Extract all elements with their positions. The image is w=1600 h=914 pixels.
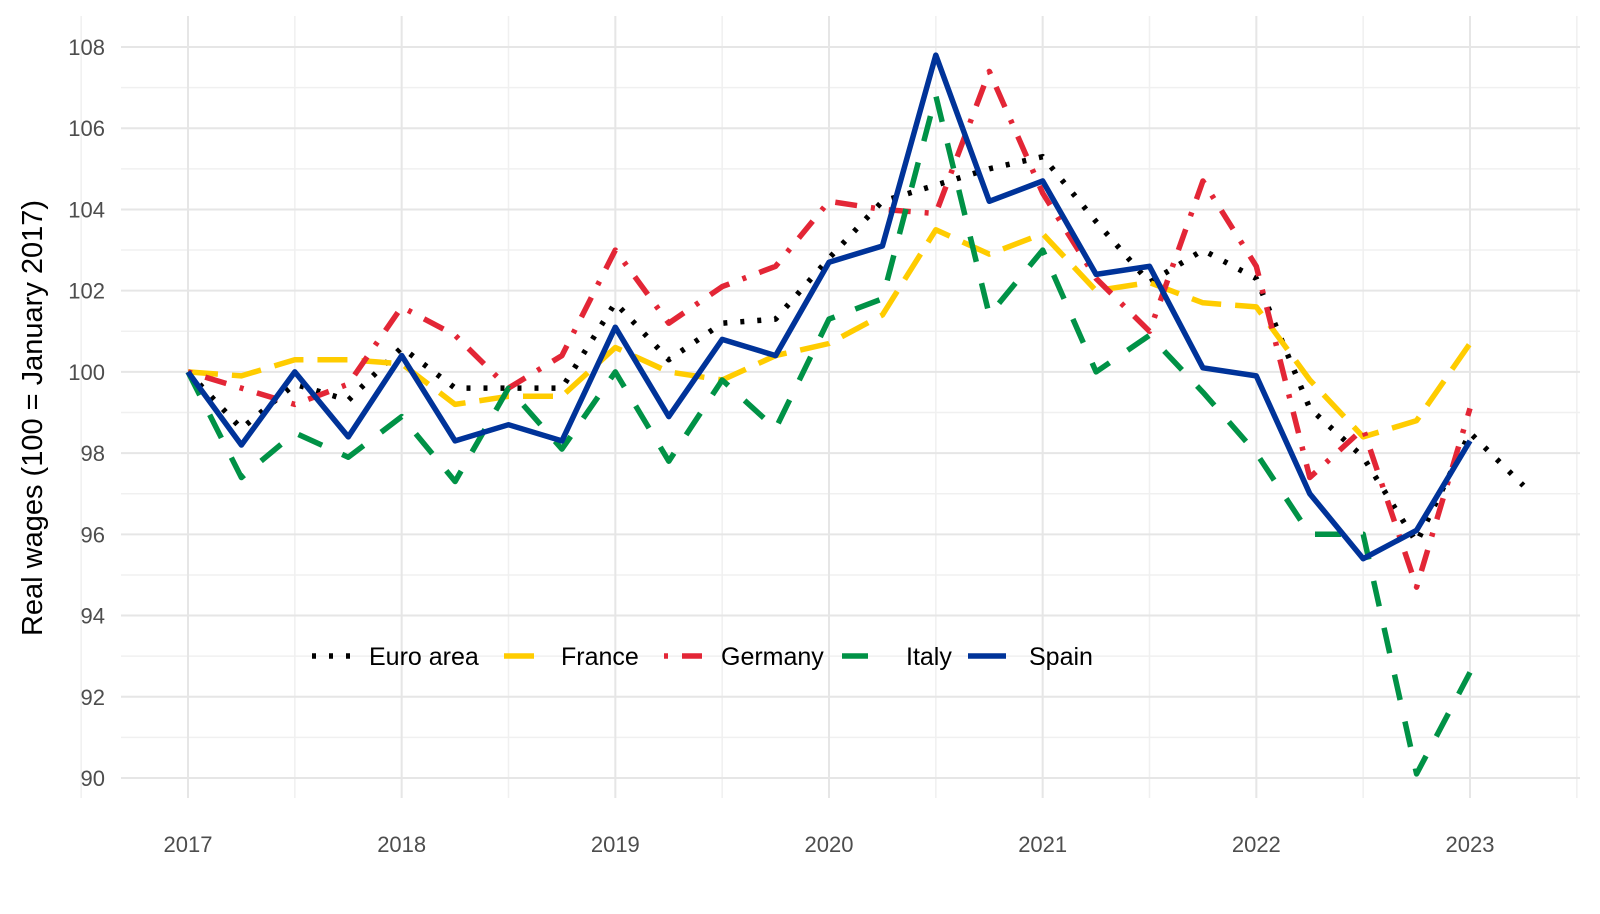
y-tick-label: 102 xyxy=(68,279,105,304)
major-gridlines xyxy=(121,16,1580,798)
y-tick-label: 108 xyxy=(68,35,105,60)
x-axis-tick-labels: 2017 2018 2019 2020 2021 2022 2023 xyxy=(164,832,1495,857)
series-lines xyxy=(185,52,1526,777)
x-tick-label: 2022 xyxy=(1232,832,1281,857)
y-axis-title: Real wages (100 = January 2017) xyxy=(17,200,49,636)
y-tick-label: 90 xyxy=(81,766,105,791)
y-tick-label: 106 xyxy=(68,116,105,141)
x-tick-label: 2023 xyxy=(1446,832,1495,857)
legend-label-germany: Germany xyxy=(721,643,824,671)
x-tick-label: 2017 xyxy=(164,832,213,857)
legend-label-euro-area: Euro area xyxy=(369,643,479,671)
legend-label-italy: Italy xyxy=(906,643,952,671)
y-tick-label: 104 xyxy=(68,197,105,222)
y-axis-tick-labels: 90 92 94 96 98 100 102 104 106 108 xyxy=(68,35,105,791)
y-tick-label: 94 xyxy=(81,604,105,629)
x-tick-label: 2018 xyxy=(377,832,426,857)
x-tick-label: 2019 xyxy=(591,832,640,857)
y-tick-label: 98 xyxy=(81,441,105,466)
series-line-italy xyxy=(185,92,1473,777)
series-line-spain xyxy=(185,52,1473,562)
x-tick-label: 2021 xyxy=(1018,832,1067,857)
legend: Euro area France Germany Italy Spain xyxy=(312,643,1093,671)
legend-label-spain: Spain xyxy=(1029,643,1093,671)
legend-label-france: France xyxy=(561,643,639,671)
y-tick-label: 96 xyxy=(81,522,105,547)
series-line-euro-area xyxy=(185,153,1526,546)
y-tick-label: 92 xyxy=(81,685,105,710)
series-line-france xyxy=(187,227,1473,440)
y-tick-label: 100 xyxy=(68,360,105,385)
series-line-germany xyxy=(187,68,1473,590)
minor-gridlines xyxy=(80,16,1580,798)
x-tick-label: 2020 xyxy=(805,832,854,857)
